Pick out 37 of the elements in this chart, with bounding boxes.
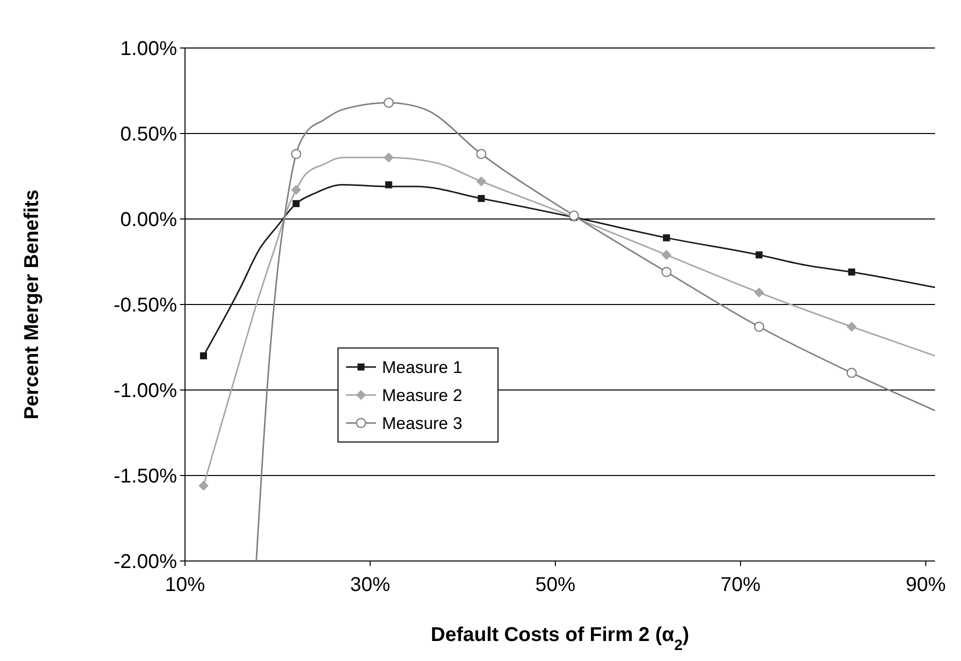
point [662, 234, 670, 242]
point [200, 352, 208, 360]
point [756, 251, 763, 258]
point [291, 148, 302, 160]
legend-label: Measure 1 [382, 358, 462, 377]
point [754, 322, 764, 332]
y-tick-label: 0.00% [120, 209, 178, 231]
x-axis-title: Default Costs of Firm 2 (α$_{2}$) [430, 624, 690, 654]
y-tick-label: 1.00% [120, 38, 178, 60]
point [661, 250, 672, 260]
point [291, 184, 302, 195]
y-tick-label: -0.50% [114, 294, 178, 316]
x-tick-label: 70% [720, 574, 761, 596]
point [846, 322, 857, 332]
y-tick-label: -2.00% [114, 551, 178, 573]
point [476, 176, 486, 186]
x-tick-label: 50% [535, 574, 576, 596]
point [476, 148, 486, 160]
legend-label: Measure 2 [382, 386, 462, 405]
point [384, 152, 394, 162]
legend-label: Measure 3 [382, 414, 462, 433]
point [292, 200, 300, 208]
point [846, 368, 857, 378]
point [848, 268, 856, 276]
y-tick-label: -1.50% [114, 466, 178, 488]
x-tick-label: 10% [164, 574, 206, 596]
x-tick-label: 90% [906, 574, 946, 596]
point [478, 194, 485, 202]
y-axis-title: Percent Merger Benefits [21, 189, 43, 420]
point [384, 98, 394, 108]
point [385, 181, 392, 188]
y-tick-label: -1.00% [114, 380, 178, 402]
y-tick-label: 0.50% [120, 124, 178, 146]
point [198, 480, 209, 491]
point [661, 266, 672, 278]
x-tick-label: 30% [350, 574, 390, 596]
point [754, 288, 764, 298]
